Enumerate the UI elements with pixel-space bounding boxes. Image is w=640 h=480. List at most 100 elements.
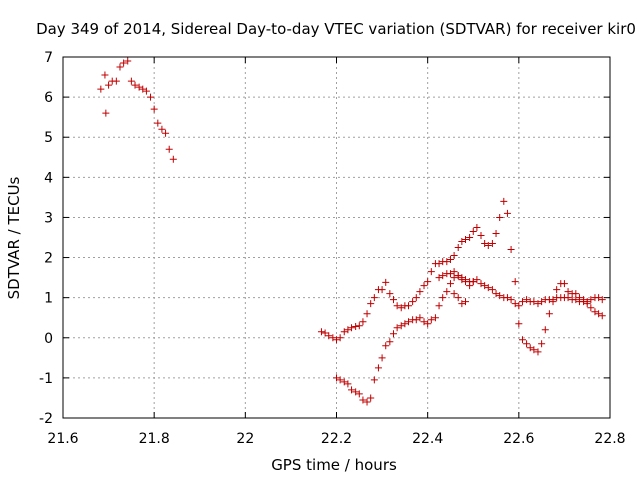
data-point [405, 318, 413, 326]
series-segment-a [317, 197, 606, 344]
data-point [367, 300, 375, 308]
data-point [450, 290, 458, 298]
data-point [382, 342, 390, 350]
data-point [420, 282, 428, 290]
data-point [523, 340, 531, 348]
data-point [165, 145, 173, 153]
data-point [397, 322, 405, 330]
data-point [142, 87, 150, 95]
data-point [446, 280, 454, 288]
data-point [518, 336, 526, 344]
data-point [473, 223, 481, 231]
data-point [587, 296, 595, 304]
data-point [587, 304, 595, 312]
data-point [591, 308, 599, 316]
data-point [401, 320, 409, 328]
data-point [454, 272, 462, 280]
data-point [127, 77, 135, 85]
data-point [370, 294, 378, 302]
data-point [583, 298, 591, 306]
data-point [158, 125, 166, 133]
data-point [359, 318, 367, 326]
data-point [446, 270, 454, 278]
data-point [97, 85, 105, 93]
data-point [435, 260, 443, 268]
data-point [382, 278, 390, 286]
data-point [469, 227, 477, 235]
data-point [154, 119, 162, 127]
data-point [169, 155, 177, 163]
data-point [340, 328, 348, 336]
data-point [492, 290, 500, 298]
data-point [344, 380, 352, 388]
data-point [348, 324, 356, 332]
data-point [454, 244, 462, 252]
data-point [439, 294, 447, 302]
data-point [120, 59, 128, 67]
data-point [458, 238, 466, 246]
data-point [462, 298, 470, 306]
data-point [462, 276, 470, 284]
y-tick-label: -1 [39, 371, 53, 387]
y-tick-label: 4 [44, 170, 53, 186]
grid [63, 57, 610, 418]
x-tick-labels: 21.6 21.8 22 22.2 22.4 22.6 22.8 [47, 431, 625, 447]
data-point [344, 326, 352, 334]
data-point [386, 338, 394, 346]
data-point [420, 318, 428, 326]
data-point [496, 292, 504, 300]
x-tick-label: 22.4 [412, 431, 443, 447]
axis-ticks [62, 56, 611, 419]
data-point [352, 388, 360, 396]
data-point [378, 286, 386, 294]
data-point [507, 296, 515, 304]
data-point [405, 302, 413, 310]
data-point [124, 57, 132, 65]
data-point [389, 296, 397, 304]
data-point [412, 294, 420, 302]
data-point [340, 378, 348, 386]
series-segment-c [435, 268, 477, 286]
data-point [530, 346, 538, 354]
data-point [492, 229, 500, 237]
data-point [541, 326, 549, 334]
data-point [580, 296, 588, 304]
data-point [553, 286, 561, 294]
data-point [515, 302, 523, 310]
data-point [397, 304, 405, 312]
data-point [378, 354, 386, 362]
data-point [443, 288, 451, 296]
data-point [355, 322, 363, 330]
data-point [367, 394, 375, 402]
data-point [105, 81, 113, 89]
y-tick-labels: -2 -1 0 1 2 3 4 5 6 7 [39, 50, 53, 427]
data-point [439, 272, 447, 280]
data-point [370, 376, 378, 384]
data-point [435, 302, 443, 310]
data-point [101, 71, 109, 79]
data-point [538, 340, 546, 348]
data-point [386, 290, 394, 298]
data-point [412, 316, 420, 324]
series-segment-d [450, 290, 470, 308]
series-segment-early [97, 57, 177, 163]
data-point [477, 280, 485, 288]
x-tick-label: 22 [236, 431, 254, 447]
y-tick-label: 1 [44, 291, 53, 307]
data-point [450, 274, 458, 282]
data-point [511, 300, 519, 308]
y-tick-label: 6 [44, 90, 53, 106]
data-point [450, 252, 458, 260]
data-point [329, 334, 337, 342]
data-point [572, 296, 580, 304]
data-point [462, 236, 470, 244]
data-point [560, 280, 568, 288]
data-point [147, 93, 155, 101]
x-tick-label: 21.8 [139, 431, 170, 447]
x-tick-label: 22.6 [503, 431, 534, 447]
data-point [545, 310, 553, 318]
data-point [484, 284, 492, 292]
data-point [564, 288, 572, 296]
data-point [484, 242, 492, 250]
data-point [116, 63, 124, 71]
